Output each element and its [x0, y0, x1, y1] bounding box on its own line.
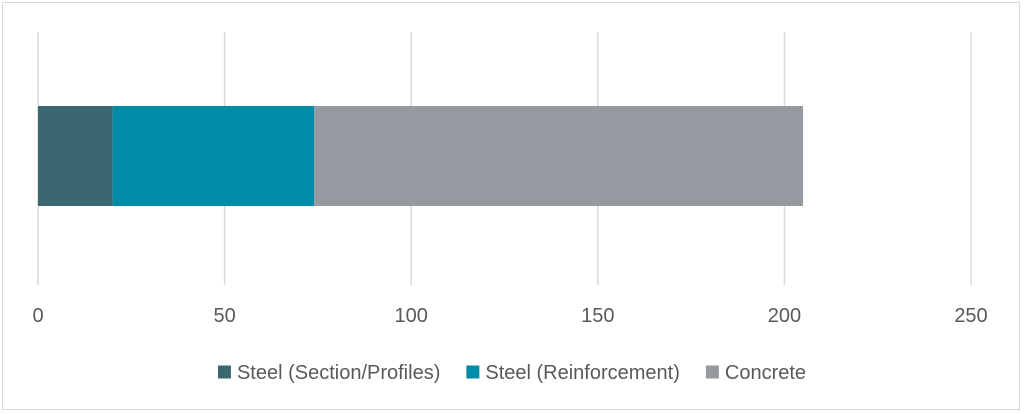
bar-segment-1 — [38, 106, 113, 206]
legend-swatch-3 — [705, 365, 719, 379]
tick-label-5: 250 — [954, 305, 987, 327]
legend-swatch-2 — [466, 365, 480, 379]
legend-label-1: Steel (Section/Profiles) — [237, 362, 440, 384]
legend-item-1: Steel (Section/Profiles) — [217, 362, 440, 384]
legend-label-3: Concrete — [725, 362, 806, 384]
legend-item-2: Steel (Reinforcement) — [466, 362, 680, 384]
bars — [38, 106, 804, 206]
bar-segment-2 — [112, 106, 315, 206]
tick-label-4: 200 — [768, 305, 801, 327]
legend-swatch-1 — [217, 365, 231, 379]
tick-label-2: 100 — [395, 305, 428, 327]
legend-item-3: Concrete — [705, 362, 806, 384]
tick-label-1: 50 — [213, 305, 235, 327]
legend-label-2: Steel (Reinforcement) — [485, 362, 680, 384]
bar-segment-3 — [314, 106, 804, 206]
tick-label-0: 0 — [32, 305, 43, 327]
legend: Steel (Section/Profiles) Steel (Reinforce… — [217, 362, 806, 384]
x-axis-ticks: 0 50 100 150 200 250 — [32, 305, 987, 327]
tick-label-3: 150 — [581, 305, 614, 327]
